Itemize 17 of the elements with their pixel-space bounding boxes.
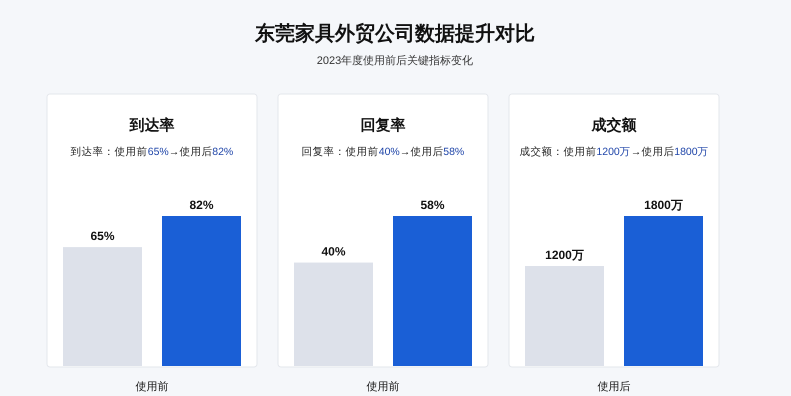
data-label: 65% bbox=[90, 229, 115, 244]
chart-title: 到达率 bbox=[128, 116, 174, 134]
data-label: 82% bbox=[189, 198, 214, 212]
data-label: 1200万 bbox=[545, 248, 584, 262]
text: 2023年度使用前后关键指标变化 bbox=[316, 54, 474, 67]
data-label: 1800万 bbox=[644, 198, 683, 212]
x-axis-title: 使用前 bbox=[366, 381, 400, 393]
x-axis-title: 使用前 bbox=[136, 381, 168, 393]
chart-subtitle: 到达率：使用前65%→使用后82% bbox=[70, 145, 234, 158]
chart-title: 回复率 bbox=[360, 116, 406, 134]
data-label: 58% bbox=[420, 198, 445, 212]
chart-title: 成交额 bbox=[590, 116, 638, 134]
chart-subtitle: 回复率：使用前40%→使用后58% bbox=[302, 145, 464, 158]
data-label: 40% bbox=[321, 244, 346, 259]
text: 东莞家具外贸公司数据提升对比 bbox=[254, 22, 535, 45]
chart-subtitle: 成交额：使用前1200万→使用后1800万 bbox=[519, 145, 709, 158]
x-axis-title: 使用后 bbox=[598, 380, 630, 393]
